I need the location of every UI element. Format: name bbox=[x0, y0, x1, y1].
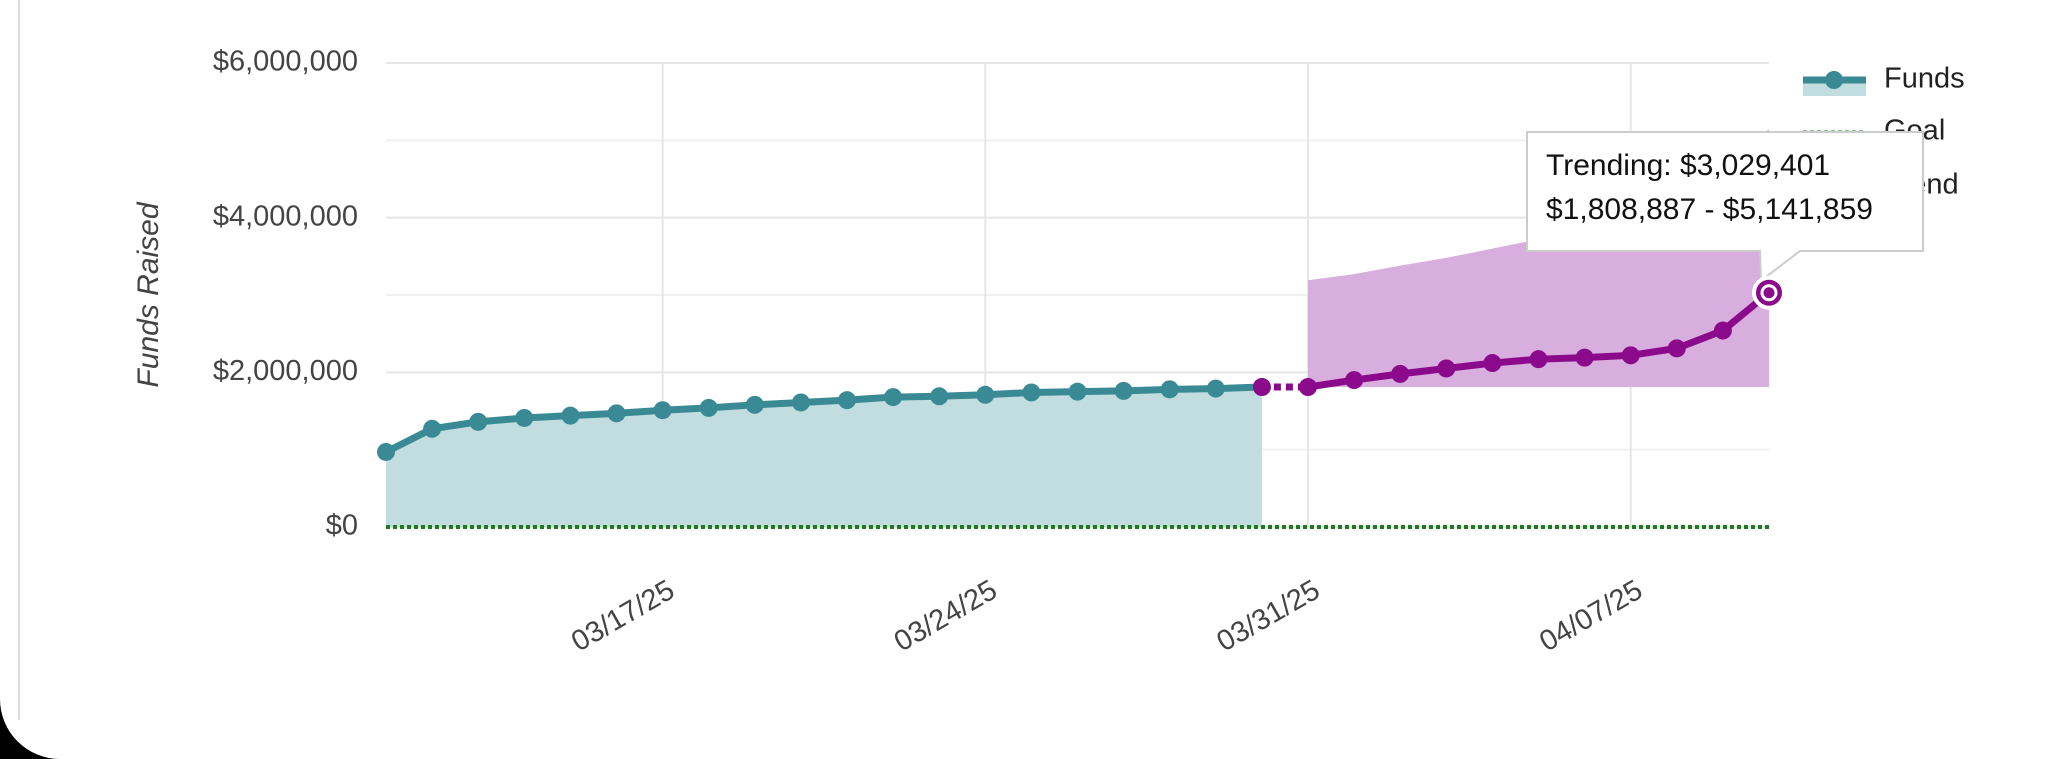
x-tick-label: 03/31/25 bbox=[1212, 574, 1326, 658]
funds-point bbox=[745, 395, 764, 414]
funds-point bbox=[1114, 381, 1133, 400]
funds-point bbox=[515, 408, 534, 427]
funds-point bbox=[469, 412, 488, 431]
plot bbox=[377, 129, 1778, 529]
funds-point bbox=[1160, 380, 1179, 399]
funds-point bbox=[791, 393, 810, 412]
tooltip-title: Trending: $3,029,401 bbox=[1546, 149, 1830, 182]
funds-point bbox=[423, 419, 442, 438]
tooltip: Trending: $3,029,401 $1,808,887 - $5,141,… bbox=[1526, 131, 1924, 310]
trend-band bbox=[1308, 129, 1769, 388]
trend-point bbox=[1667, 339, 1686, 358]
funds-point bbox=[653, 401, 672, 420]
x-tick-label: 03/17/25 bbox=[566, 574, 680, 658]
x-tick-label: 03/24/25 bbox=[889, 574, 1003, 658]
y-tick-label: $0 bbox=[326, 510, 358, 542]
funds-point bbox=[930, 387, 949, 406]
funds-point bbox=[1068, 382, 1087, 401]
y-tick-label: $4,000,000 bbox=[213, 200, 358, 232]
trend-point bbox=[1483, 354, 1502, 373]
y-tick-label: $6,000,000 bbox=[213, 46, 358, 78]
highlight-point-ring bbox=[1760, 284, 1778, 302]
trend-point bbox=[1437, 359, 1456, 378]
funds-point bbox=[838, 391, 856, 410]
funds-point bbox=[1022, 383, 1041, 402]
x-tick-label: 04/07/25 bbox=[1534, 574, 1648, 658]
y-tick-label: $2,000,000 bbox=[213, 355, 358, 387]
trend-point bbox=[1299, 378, 1317, 397]
y-axis-label: Funds Raised bbox=[132, 201, 165, 387]
funds-point bbox=[561, 406, 580, 425]
funds-point bbox=[884, 388, 903, 407]
trend-point bbox=[1529, 350, 1548, 369]
tooltip-range: $1,808,887 - $5,141,859 bbox=[1546, 193, 1873, 226]
funds-point bbox=[1206, 379, 1225, 398]
funds-point bbox=[976, 385, 995, 404]
funds-point bbox=[377, 442, 395, 461]
trend-point bbox=[1391, 364, 1410, 383]
legend-swatch bbox=[1825, 71, 1843, 89]
funds-point bbox=[699, 398, 718, 417]
trend-point bbox=[1345, 371, 1364, 390]
funds-point bbox=[607, 404, 626, 423]
trend-point bbox=[1575, 348, 1594, 367]
funds-area bbox=[386, 387, 1262, 527]
tooltip-box bbox=[1526, 131, 1924, 283]
point-corner-fix bbox=[1252, 378, 1271, 397]
legend-label: Funds bbox=[1884, 63, 1965, 95]
trend-point bbox=[1621, 346, 1640, 365]
trend-point bbox=[1713, 321, 1732, 340]
